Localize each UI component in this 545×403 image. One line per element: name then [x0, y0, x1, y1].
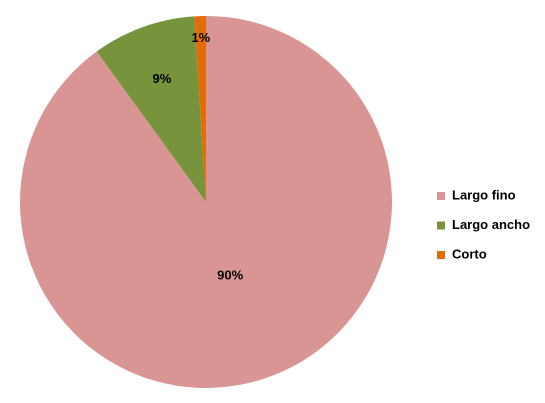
data-label: 9%	[152, 71, 171, 86]
pie-slice	[96, 16, 206, 202]
legend-label: Largo ancho	[452, 217, 530, 232]
legend-swatch	[437, 192, 445, 200]
pie-slice	[194, 16, 206, 202]
legend-swatch	[437, 221, 445, 230]
data-label: 1%	[191, 30, 210, 45]
legend-label: Corto	[452, 246, 487, 261]
pie-slice	[19, 16, 392, 388]
data-label: 90%	[217, 268, 243, 283]
legend-swatch	[437, 251, 445, 259]
legend-label: Largo fino	[452, 187, 516, 202]
